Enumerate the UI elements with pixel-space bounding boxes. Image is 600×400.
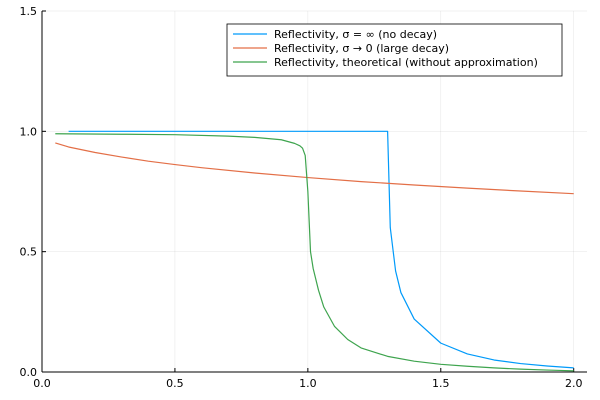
x-tick-label: 2.0: [565, 377, 583, 390]
x-tick-label: 0.5: [166, 377, 184, 390]
series-lines: [55, 130, 574, 372]
legend-label: Reflectivity, σ → 0 (large decay): [274, 42, 449, 55]
x-tick-label: 1.5: [432, 377, 450, 390]
axes: [41, 11, 587, 373]
series-line-1: [68, 130, 574, 369]
y-tick-label: 0.5: [20, 246, 38, 259]
y-tick-label: 0.0: [20, 366, 38, 379]
x-tick-label: 0.0: [33, 377, 51, 390]
series-line-2: [55, 142, 574, 195]
tick-labels: 0.0 0.5 1.0 1.5 2.0 0.0 0.5 1.0 1.5: [20, 5, 583, 390]
x-tick-label: 1.0: [299, 377, 317, 390]
y-tick-label: 1.5: [20, 5, 38, 18]
legend-label: Reflectivity, σ = ∞ (no decay): [274, 28, 437, 41]
series-line-3: [55, 133, 574, 372]
y-tick-label: 1.0: [20, 125, 38, 138]
legend: Reflectivity, σ = ∞ (no decay)Reflectivi…: [226, 23, 563, 77]
legend-box: [226, 23, 563, 77]
legend-label: Reflectivity, theoretical (without appro…: [274, 56, 538, 69]
